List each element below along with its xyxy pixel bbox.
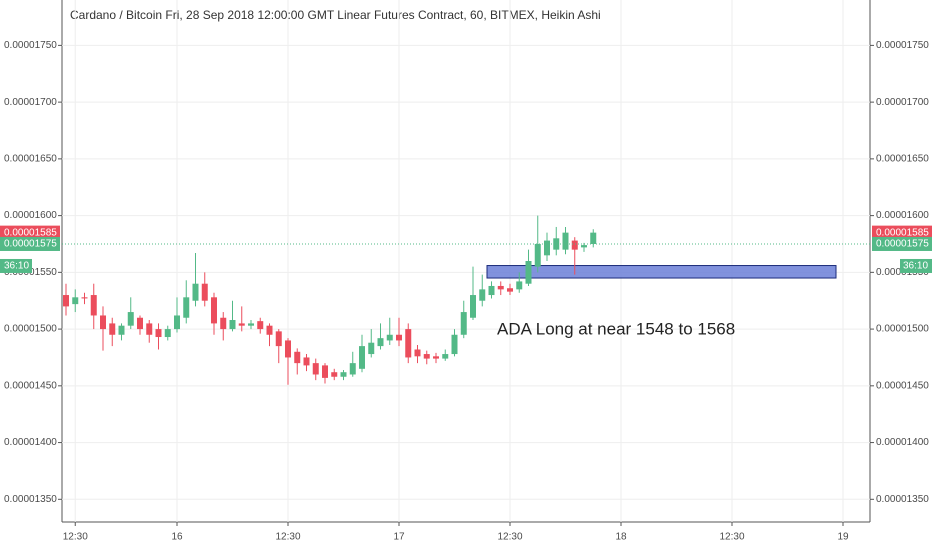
y-tick-label: 0.00001600 [876, 210, 929, 221]
candle-body [516, 281, 523, 290]
y-tick-label: 0.00001600 [4, 210, 57, 221]
candle-body [109, 323, 116, 335]
y-tick-label: 0.00001650 [876, 154, 929, 165]
candle-body [423, 354, 430, 359]
candle-body [63, 295, 69, 307]
candle-body [303, 357, 310, 366]
y-tick-label: 0.00001350 [876, 494, 929, 505]
y-tick-label: 0.00001750 [4, 40, 57, 51]
x-tick-label: 18 [615, 532, 627, 543]
candle-body [340, 372, 347, 377]
candle-body [211, 297, 217, 324]
candle-body [377, 338, 384, 347]
candle-body [137, 317, 143, 330]
candle-body [359, 346, 365, 369]
price-tag [0, 225, 60, 240]
annotation: ADA Long at near 1548 to 1568 [497, 319, 735, 338]
y-tick-label: 0.00001350 [4, 494, 57, 505]
countdown-label: 36:10 [4, 261, 29, 272]
candle-body [146, 323, 153, 335]
candle-body [460, 312, 467, 335]
candle-body [312, 363, 319, 375]
price-tag [0, 236, 60, 251]
candle-body [433, 356, 439, 359]
countdown-label: 36:10 [903, 261, 928, 272]
candle-body [285, 340, 291, 358]
price-tag [872, 236, 932, 251]
candle-body [72, 297, 79, 305]
candle-body [525, 261, 532, 284]
chart-title: Cardano / Bitcoin Fri, 28 Sep 2018 12:00… [70, 8, 601, 22]
candle-body [201, 283, 208, 301]
candle-body [294, 351, 301, 364]
candle-body [414, 349, 421, 357]
candle-body [451, 334, 458, 355]
countdown-tag [0, 258, 32, 273]
candle-body [442, 354, 449, 359]
candle-body [497, 285, 504, 290]
candle-body [349, 363, 356, 375]
candle-body [257, 321, 264, 330]
x-tick-label: 16 [171, 532, 183, 543]
price-tag-label: 0.00001575 [876, 239, 929, 250]
candle-body [368, 342, 375, 355]
candle-body [155, 329, 162, 338]
candle-body [396, 334, 402, 341]
candle-body [100, 315, 106, 330]
price-tag-label: 0.00001575 [4, 239, 57, 250]
x-tick-label: 12:30 [497, 532, 522, 543]
candle-body [470, 295, 476, 318]
candle-body [562, 232, 569, 250]
grid [62, 0, 870, 522]
y-tick-label: 0.00001750 [876, 40, 929, 51]
x-tick-label: 17 [393, 532, 405, 543]
candle-body [571, 240, 578, 250]
x-tick-label: 12:30 [63, 532, 88, 543]
candle-body [266, 325, 273, 335]
candle-body [183, 297, 190, 318]
x-tick-label: 19 [837, 532, 849, 543]
y-tick-label: 0.00001500 [4, 324, 57, 335]
y-tick-label: 0.00001700 [4, 97, 57, 108]
candle-body [581, 245, 587, 248]
y-tick-label: 0.00001400 [876, 437, 929, 448]
y-tick-label: 0.00001450 [876, 380, 929, 391]
candle-body [590, 232, 597, 244]
price-tag [872, 225, 932, 240]
candle-body [118, 325, 125, 335]
candle-body [81, 297, 88, 299]
candle-body [386, 334, 393, 341]
candle-body [534, 243, 541, 267]
candle-body [248, 323, 254, 326]
x-tick-label: 12:30 [719, 532, 744, 543]
candle-body [238, 323, 245, 326]
y-tick-label: 0.00001650 [4, 154, 57, 165]
candle-body [322, 365, 328, 378]
y-tick-label: 0.00001400 [4, 437, 57, 448]
candle-body [405, 329, 412, 358]
candle-body [229, 320, 236, 330]
candle-body [275, 331, 282, 347]
candle-body [479, 289, 486, 301]
candle-body [164, 329, 171, 338]
x-tick-label: 12:30 [275, 532, 300, 543]
price-tag-label: 0.00001585 [876, 227, 929, 238]
candle-body [488, 285, 495, 296]
candle-body [174, 315, 180, 330]
candle-body [127, 312, 134, 326]
candle-body [553, 238, 560, 250]
candle-body [192, 283, 199, 301]
zone-box [486, 265, 837, 279]
y-tick-label: 0.00001450 [4, 380, 57, 391]
y-tick-label: 0.00001700 [876, 97, 929, 108]
candle-body [90, 295, 97, 316]
countdown-tag [900, 258, 932, 273]
price-tag-label: 0.00001585 [4, 227, 57, 238]
y-tick-label: 0.00001500 [876, 324, 929, 335]
candle-body [544, 240, 550, 256]
candle-body [331, 372, 338, 377]
candle-body [220, 317, 227, 330]
candle-body [507, 288, 513, 292]
